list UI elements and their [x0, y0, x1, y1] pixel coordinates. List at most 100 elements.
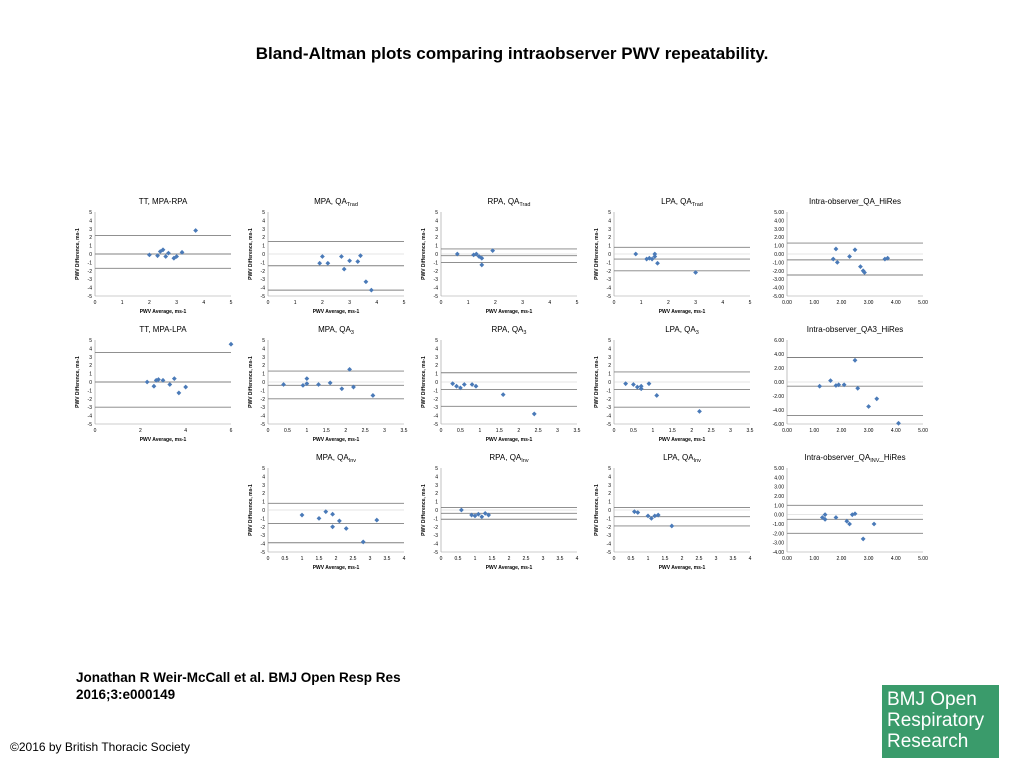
y-tick-label: -2	[261, 269, 266, 275]
y-tick-label: 1	[89, 244, 92, 250]
data-point	[833, 515, 839, 520]
y-tick-label: 2.00	[774, 494, 784, 500]
x-tick-label: 2	[139, 428, 142, 434]
chart-title-suffix: _HiRes	[878, 453, 905, 462]
data-point	[155, 253, 160, 259]
x-tick-label: 3.00	[864, 300, 874, 306]
data-point	[347, 367, 352, 372]
y-tick-label: 2	[89, 235, 92, 241]
y-tick-label: -4	[607, 542, 612, 548]
data-point	[160, 377, 166, 383]
y-tick-label: -2	[607, 525, 612, 531]
y-tick-label: 0	[608, 252, 611, 258]
data-point	[300, 382, 306, 388]
y-tick-label: 0	[608, 508, 611, 514]
data-point	[299, 512, 305, 518]
data-point	[454, 251, 460, 257]
y-tick-label: 3	[608, 227, 611, 233]
data-point	[654, 393, 660, 398]
x-tick-label: 4.00	[891, 300, 901, 306]
data-point	[822, 512, 828, 518]
y-axis-label: PWV Difference, ms-1	[594, 484, 600, 536]
y-tick-label: -3	[88, 277, 93, 283]
x-axis-label: PWV Average, ms-1	[486, 565, 533, 571]
chart-title-subscript: Trad	[692, 202, 703, 208]
x-tick-label: 3	[521, 300, 524, 306]
data-point	[347, 258, 352, 264]
y-tick-label: 2	[435, 235, 438, 241]
y-tick-label: 3	[435, 355, 438, 361]
y-tick-label: 5	[262, 210, 265, 216]
x-tick-label: 0.5	[630, 428, 637, 434]
data-point	[167, 382, 173, 387]
y-tick-label: -6.00	[773, 422, 785, 428]
y-tick-label: -4	[434, 542, 439, 548]
y-tick-label: 4	[608, 346, 611, 352]
y-tick-label: 5	[608, 338, 611, 344]
y-tick-label: -5	[607, 294, 612, 300]
x-tick-label: 4	[202, 300, 205, 306]
data-point	[862, 270, 867, 275]
y-axis-label: PWV Difference, ms-1	[248, 228, 254, 280]
y-tick-label: -5	[261, 422, 266, 428]
data-point	[896, 420, 901, 426]
y-tick-label: -3.00	[773, 277, 785, 283]
x-tick-label: 1	[478, 428, 481, 434]
x-axis-label: PWV Average, ms-1	[140, 309, 187, 315]
data-point	[819, 515, 825, 520]
x-tick-label: 2.00	[837, 556, 847, 562]
x-tick-label: 0	[267, 300, 270, 306]
x-tick-label: 0.5	[628, 556, 635, 562]
data-point	[151, 383, 157, 389]
data-point	[828, 378, 833, 383]
chart-title: TT, MPA-RPA	[139, 197, 188, 206]
data-point	[355, 259, 361, 264]
y-tick-label: -2	[261, 397, 266, 403]
y-tick-label: 5	[608, 466, 611, 472]
data-point	[339, 386, 345, 392]
data-point	[655, 260, 660, 266]
data-point	[330, 524, 335, 530]
x-tick-label: 1	[474, 556, 477, 562]
data-point	[374, 517, 380, 523]
y-tick-label: -3	[261, 277, 266, 283]
x-tick-label: 0.5	[284, 428, 291, 434]
data-point	[490, 248, 496, 254]
x-tick-label: 2	[667, 300, 670, 306]
data-point	[822, 516, 828, 522]
x-tick-label: 2.00	[837, 300, 847, 306]
chart-title-subscript: 3	[523, 330, 526, 336]
y-tick-label: -1.00	[773, 260, 785, 266]
data-point	[847, 521, 852, 527]
y-tick-label: 0	[608, 380, 611, 386]
chart-title: Intra-observer_QA3_HiRes	[807, 325, 903, 334]
x-tick-label: 0.5	[282, 556, 289, 562]
y-tick-label: 0.00	[774, 252, 784, 258]
data-point	[320, 254, 325, 259]
y-tick-label: 0	[435, 252, 438, 258]
data-point	[874, 396, 880, 402]
y-tick-label: -5	[88, 294, 93, 300]
data-point	[281, 382, 286, 387]
data-point	[631, 382, 636, 387]
x-tick-label: 4	[184, 428, 187, 434]
y-axis-label: PWV Difference, ms-1	[421, 356, 427, 408]
chart-title: Intra-observer_QAINV_HiRes	[804, 453, 905, 464]
y-tick-label: -3	[434, 277, 439, 283]
y-tick-label: -2.00	[773, 394, 785, 400]
data-point	[473, 251, 479, 257]
x-tick-label: 1	[647, 556, 650, 562]
y-tick-label: 5	[89, 210, 92, 216]
y-tick-label: -3	[607, 277, 612, 283]
y-tick-label: 4	[608, 474, 611, 480]
x-axis-label: PWV Average, ms-1	[486, 437, 533, 443]
y-tick-label: -5.00	[773, 294, 785, 300]
x-tick-label: 5.00	[918, 556, 928, 562]
x-tick-label: 1	[301, 556, 304, 562]
data-point	[316, 516, 322, 521]
data-point	[635, 510, 641, 515]
x-axis-label: PWV Average, ms-1	[659, 437, 706, 443]
